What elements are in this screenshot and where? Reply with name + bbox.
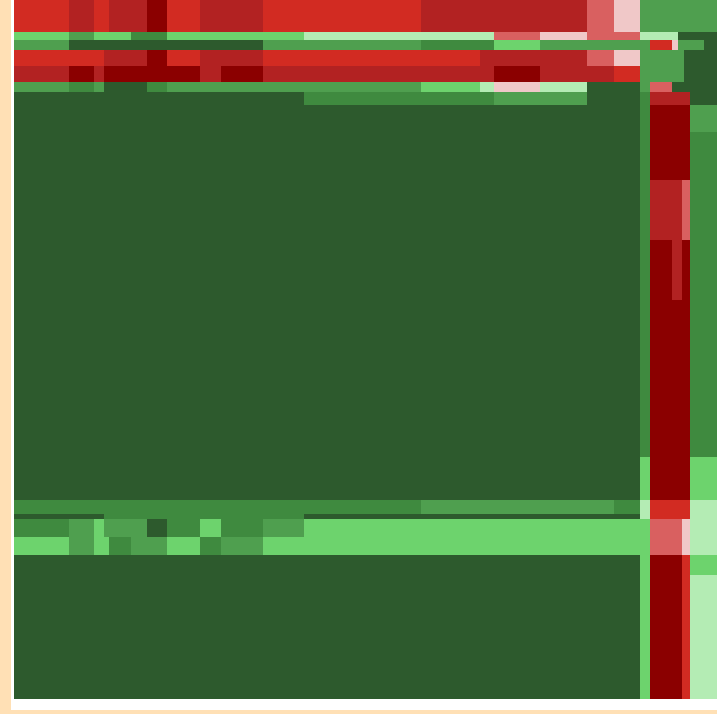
heatmap-cell <box>494 66 540 82</box>
heatmap-cell <box>69 537 94 555</box>
heatmap-cell <box>672 40 678 50</box>
heatmap-cell <box>14 82 640 92</box>
heatmap-cell <box>640 457 650 699</box>
heatmap-cell <box>69 0 94 32</box>
heatmap-cell <box>69 32 94 40</box>
heatmap-cell <box>263 519 304 537</box>
heatmap-cell <box>200 50 263 66</box>
heatmap-cell <box>614 66 640 82</box>
heatmap-cell <box>14 537 640 555</box>
heatmap-cell <box>14 40 69 50</box>
heatmap-cell <box>640 32 678 40</box>
heatmap-cell <box>494 40 540 50</box>
heatmap-cell <box>14 519 69 537</box>
heatmap-cell <box>221 519 263 537</box>
heatmap-cell <box>200 537 221 555</box>
heatmap-cell <box>263 40 421 50</box>
heatmap-cell <box>104 66 200 82</box>
heatmap-cell <box>421 0 587 32</box>
heatmap-cell <box>690 555 717 575</box>
heatmap-cell <box>131 537 167 555</box>
heatmap-cell <box>69 66 94 82</box>
heatmap-cell <box>614 0 640 32</box>
heatmap-cell <box>587 0 614 32</box>
heatmap-cell <box>104 519 147 537</box>
heatmap-cell <box>421 500 614 514</box>
heatmap-cell <box>650 500 690 519</box>
heatmap-cell <box>682 555 690 699</box>
heatmap-cell <box>304 92 494 105</box>
heatmap-cell <box>221 0 263 32</box>
heatmap-cell <box>540 40 640 50</box>
heatmap-cell <box>147 0 167 32</box>
heatmap-cell <box>540 32 587 40</box>
heatmap-cell <box>640 92 650 500</box>
heatmap-cell <box>690 457 717 500</box>
heatmap <box>14 0 717 699</box>
heatmap-cell <box>540 82 587 92</box>
heatmap-cell <box>640 50 684 82</box>
heatmap-cell <box>109 537 131 555</box>
heatmap-cell <box>421 82 480 92</box>
heatmap-cell <box>494 92 587 105</box>
heatmap-cell <box>640 0 717 32</box>
heatmap-cell <box>690 500 717 519</box>
heatmap-cell <box>690 519 717 555</box>
heatmap-cell <box>614 50 640 66</box>
heatmap-cell <box>104 514 304 519</box>
heatmap-cell <box>221 537 263 555</box>
heatmap-cell <box>69 519 94 537</box>
heatmap-cell <box>650 519 682 555</box>
heatmap-cell <box>421 32 494 40</box>
heatmap-cell <box>304 32 421 40</box>
heatmap-cell <box>640 500 650 519</box>
heatmap-cell <box>480 50 587 66</box>
heatmap-cell <box>587 50 614 66</box>
heatmap-cell <box>480 82 494 92</box>
heatmap-cell <box>104 50 147 66</box>
heatmap-cell <box>104 92 304 105</box>
heatmap-cell <box>690 132 717 457</box>
heatmap-cell <box>147 519 167 537</box>
heatmap-cell <box>682 519 690 555</box>
heatmap-cell <box>200 0 221 32</box>
heatmap-cell <box>494 82 540 92</box>
heatmap-cell <box>682 105 690 500</box>
heatmap-cell <box>650 40 672 50</box>
heatmap-cell <box>650 180 682 240</box>
heatmap-cell <box>14 0 640 699</box>
heatmap-cell <box>650 92 690 105</box>
heatmap-cell <box>69 82 94 92</box>
heatmap-cell <box>109 0 147 32</box>
heatmap-cell <box>221 66 263 82</box>
heatmap-cell <box>147 82 167 92</box>
heatmap-cell <box>690 575 717 699</box>
heatmap-cell <box>104 82 147 92</box>
heatmap-cell <box>147 50 167 66</box>
heatmap-cell <box>131 32 167 40</box>
heatmap-cell <box>167 519 200 537</box>
heatmap-cell <box>421 40 494 50</box>
heatmap-cell <box>682 180 690 240</box>
heatmap-cell <box>14 514 69 519</box>
heatmap-cell <box>640 82 650 92</box>
heatmap-cell <box>690 105 717 132</box>
heatmap-cell <box>650 82 672 92</box>
heatmap-cell <box>587 82 640 92</box>
